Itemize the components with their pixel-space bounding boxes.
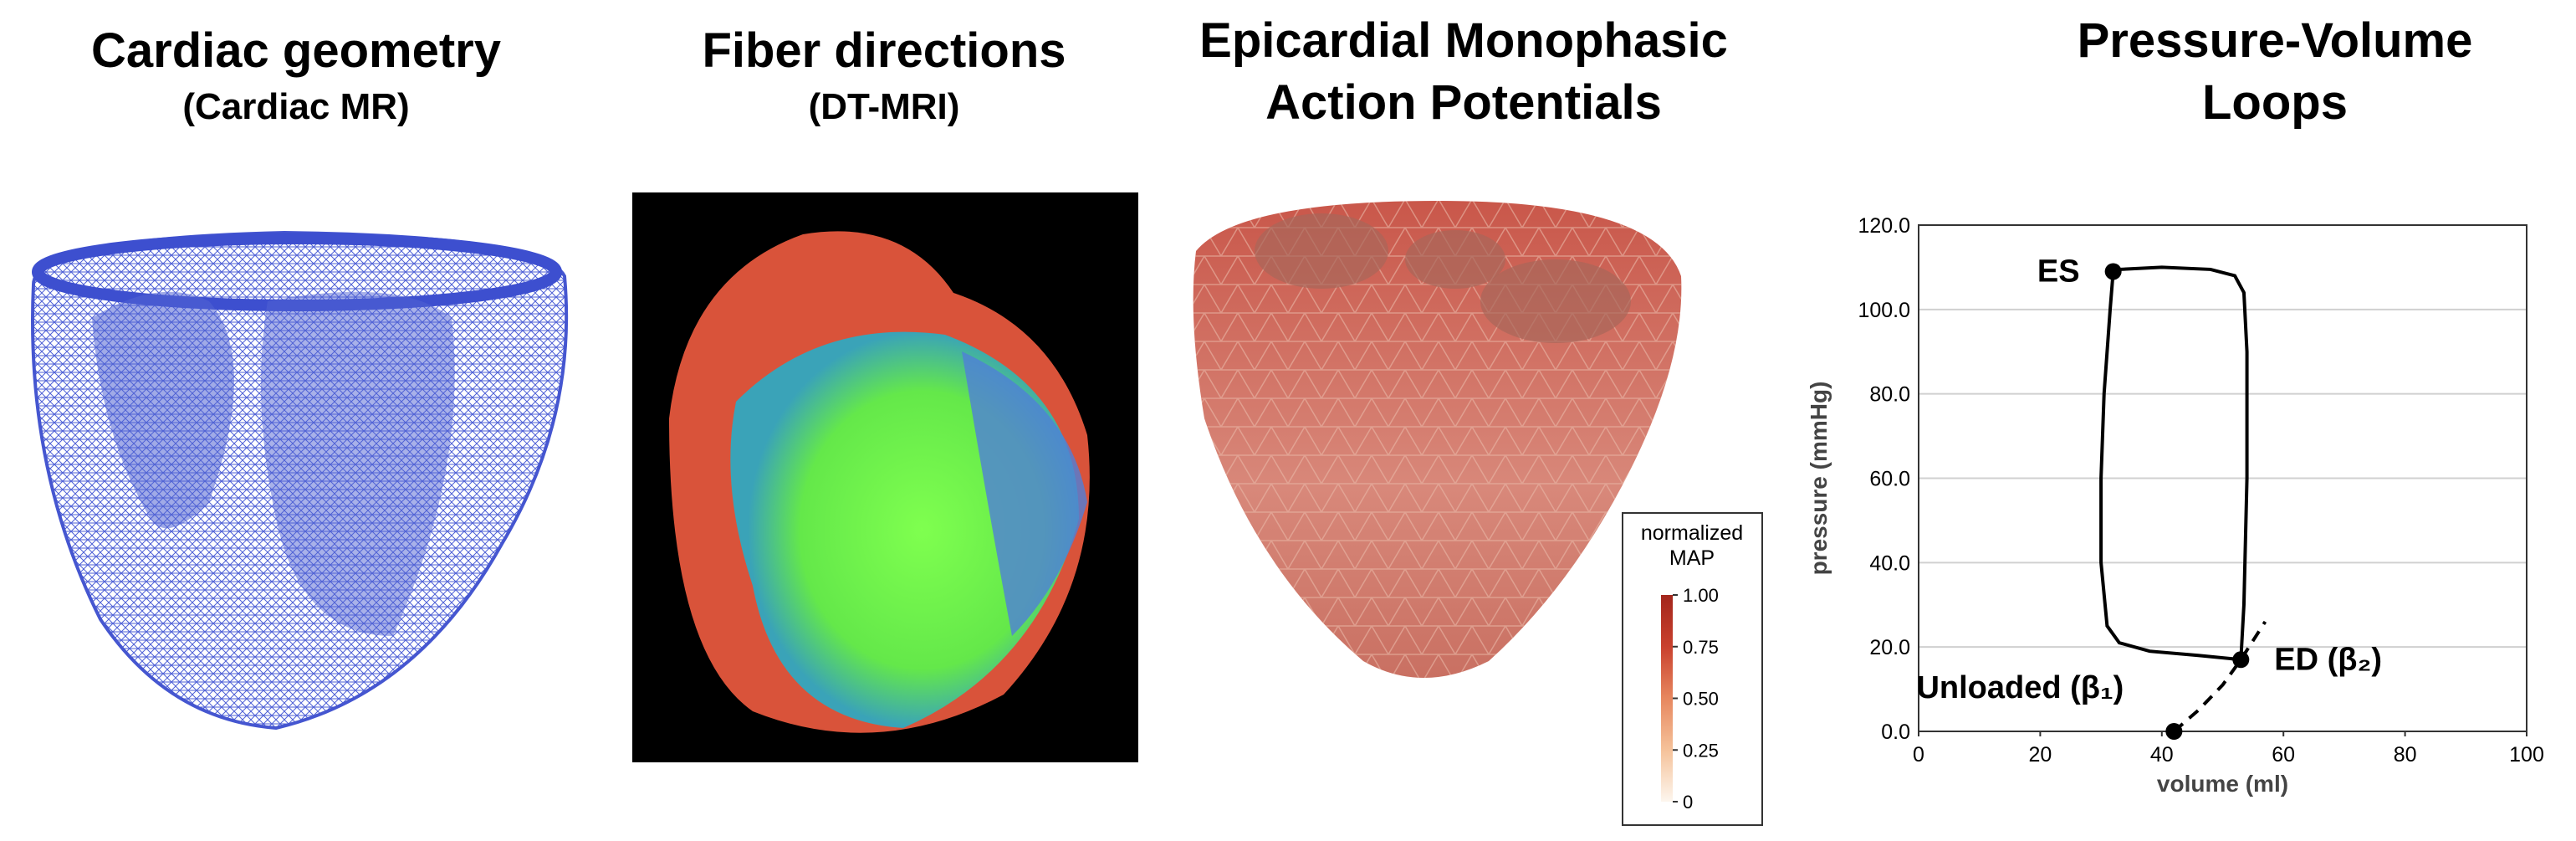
- colorbar-title: MAP: [1669, 546, 1715, 570]
- panel-title: Loops: [2202, 75, 2348, 130]
- y-tick-label: 80.0: [1869, 383, 1910, 407]
- point-marker: [2232, 651, 2250, 669]
- panel-title: Fiber directions: [702, 23, 1066, 78]
- y-tick-label: 60.0: [1869, 468, 1910, 491]
- panel-title: Pressure-Volume: [2078, 13, 2473, 68]
- colorbar-tick-label: 0: [1683, 792, 1693, 813]
- panel-title: Cardiac geometry: [91, 23, 501, 78]
- point-label: Unloaded (β₁): [1916, 670, 2124, 705]
- map-heart: [1193, 201, 1682, 678]
- mesh-heart: [31, 230, 569, 731]
- point-marker: [2165, 723, 2183, 740]
- panel-subtitle: (DT-MRI): [809, 86, 960, 127]
- x-axis-label: volume (ml): [2157, 771, 2288, 797]
- y-tick-label: 0.0: [1881, 720, 1910, 744]
- pv-chart: 0.0 20.0 40.0 60.0 80.0 100.0 120.0 0 20 40 60 80 10…: [1806, 214, 2544, 797]
- y-tick-label: 40.0: [1869, 551, 1910, 575]
- line: [2173, 620, 2267, 733]
- colorbar-tick-label: 0.50: [1683, 689, 1719, 710]
- panel-subtitle: (Cardiac MR): [182, 86, 409, 127]
- x-tick-label: 80: [2394, 743, 2417, 767]
- line: [2099, 265, 2249, 662]
- y-axis-label: pressure (mmHg): [1806, 382, 1832, 576]
- panel-title: Epicardial Monophasic: [1199, 13, 1728, 68]
- point-marker: [2104, 263, 2122, 280]
- x-tick-label: 40: [2150, 743, 2174, 767]
- point-label: ES: [2037, 254, 2080, 289]
- x-tick-label: 20: [2028, 743, 2052, 767]
- y-tick-label: 100.0: [1858, 299, 1910, 322]
- plot-frame: [1918, 224, 2527, 732]
- y-tick-label: 20.0: [1869, 636, 1910, 659]
- fiber-image: [632, 192, 1138, 762]
- point-label: ED (β₂): [2274, 642, 2382, 677]
- colorbar-tick-label: 1.00: [1683, 585, 1719, 606]
- colorbar-tick-label: 0.75: [1683, 637, 1719, 658]
- panel-title: Action Potentials: [1265, 75, 1662, 130]
- colorbar-title: normalized: [1641, 521, 1743, 545]
- colorbar-tick-label: 0.25: [1683, 740, 1719, 761]
- x-tick-label: 60: [2272, 743, 2295, 767]
- colorbar-bar: [1661, 595, 1673, 802]
- colorbar: normalized MAP 1.00 0.75 0.50 0.25 0: [1622, 512, 1763, 826]
- x-tick-label: 0: [1913, 743, 1924, 767]
- x-tick-label: 100: [2509, 743, 2544, 767]
- y-tick-label: 120.0: [1858, 214, 1910, 238]
